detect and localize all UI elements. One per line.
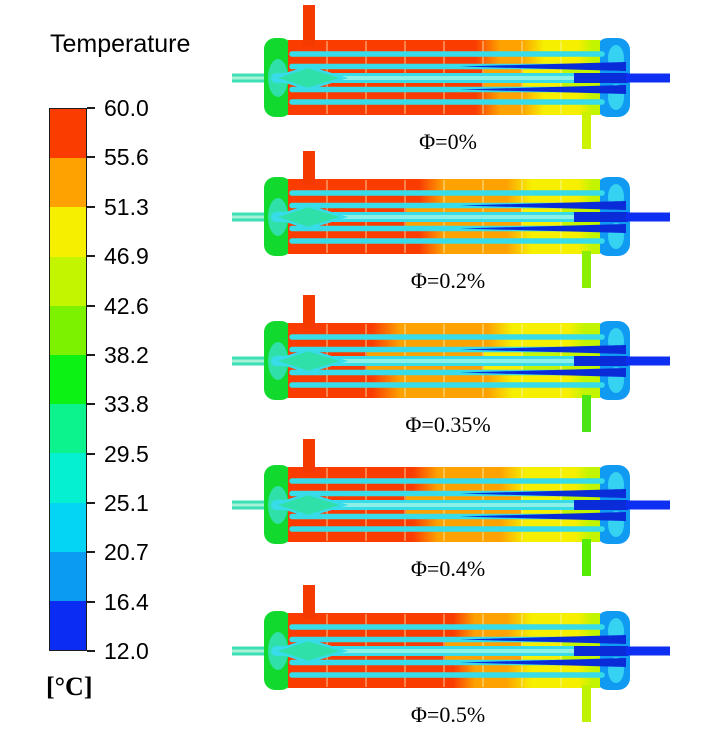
colorbar-segment xyxy=(50,404,86,454)
colorbar-tick-label: 51.3 xyxy=(104,193,149,220)
colorbar-tick xyxy=(87,205,95,208)
cold-return-wedge xyxy=(460,345,626,354)
colorbar-tick-label: 60.0 xyxy=(104,95,149,121)
phi-label: Φ=0.5% xyxy=(411,702,485,727)
colorbar-segment xyxy=(50,207,86,257)
shell-inlet-pipe xyxy=(303,151,315,185)
inlet-cone xyxy=(269,65,349,91)
shell-inlet-pipe xyxy=(303,295,315,329)
colorbar-segment xyxy=(50,453,86,503)
heat-exchanger-panel: Φ=0.2% xyxy=(232,151,670,293)
cold-channel xyxy=(574,356,628,366)
cold-return-wedge xyxy=(460,85,626,94)
heat-exchanger-panel: Φ=0.35% xyxy=(232,295,670,437)
colorbar-tick xyxy=(87,156,95,159)
inlet-cone xyxy=(269,492,349,518)
phi-label: Φ=0.35% xyxy=(405,412,490,437)
inlet-cone xyxy=(269,638,349,664)
colorbar-segment xyxy=(50,502,86,552)
tube-outlet-pipe-core xyxy=(232,76,272,80)
colorbar-segment xyxy=(50,256,86,306)
colorbar-tick xyxy=(87,452,95,455)
temperature-units-label: [°C] xyxy=(46,672,93,701)
colorbar-tick-label: 42.6 xyxy=(104,292,149,319)
shell-inlet-pipe xyxy=(303,585,315,619)
cold-channel xyxy=(574,73,628,83)
colorbar-segment xyxy=(50,305,86,355)
shell-outlet-pipe xyxy=(582,251,591,288)
colorbar-segment xyxy=(50,354,86,405)
heat-exchanger-panel: Φ=0% xyxy=(232,5,670,154)
colorbar-tick xyxy=(87,600,95,603)
cold-channel xyxy=(574,500,628,510)
temperature-colorbar xyxy=(49,108,87,651)
colorbar-tick-label: 25.1 xyxy=(104,489,149,516)
inlet-cone xyxy=(269,348,349,374)
cold-return-wedge xyxy=(460,201,626,210)
legend-title: Temperature xyxy=(50,30,191,58)
colorbar-tick-label: 29.5 xyxy=(104,440,149,467)
cold-return-wedge xyxy=(460,224,626,233)
shell-inlet-pipe xyxy=(303,439,315,473)
phi-label: Φ=0.2% xyxy=(411,268,485,293)
colorbar-tick xyxy=(87,501,95,504)
colorbar-tick-label: 38.2 xyxy=(104,341,149,368)
colorbar-segment xyxy=(50,600,86,651)
tube-outlet-pipe-core xyxy=(232,649,272,653)
heat-exchanger-panel: Φ=0.4% xyxy=(232,439,670,581)
tube-inlet-pipe xyxy=(626,500,670,510)
cold-return-wedge xyxy=(460,635,626,644)
cold-channel xyxy=(574,646,628,656)
colorbar-tick-label: 20.7 xyxy=(104,539,149,566)
shell-outlet-pipe xyxy=(582,539,591,576)
colorbar-tick xyxy=(87,551,95,554)
colorbar-tick xyxy=(87,304,95,307)
colorbar-tick xyxy=(87,353,95,356)
phi-label: Φ=0% xyxy=(419,129,477,154)
shell-outlet-pipe xyxy=(582,112,591,149)
colorbar-tick-label: 33.8 xyxy=(104,391,149,418)
heat-exchanger-panel: Φ=0.5% xyxy=(232,585,670,727)
tube-inlet-pipe xyxy=(626,212,670,222)
cold-channel xyxy=(574,212,628,222)
cold-return-wedge xyxy=(460,489,626,498)
colorbar-tick-label: 55.6 xyxy=(104,144,149,171)
colorbar-tick-label: 16.4 xyxy=(104,588,149,615)
colorbar-segment xyxy=(50,551,86,601)
tube-inlet-pipe xyxy=(626,646,670,656)
tube-outlet-pipe-core xyxy=(232,215,272,219)
colorbar-tick xyxy=(87,403,95,406)
tube-inlet-pipe xyxy=(626,356,670,366)
inlet-cone xyxy=(269,204,349,230)
tube-outlet-pipe-core xyxy=(232,503,272,507)
shell-inlet-pipe xyxy=(303,5,315,46)
cold-return-wedge xyxy=(460,368,626,377)
cold-return-wedge xyxy=(460,512,626,521)
colorbar-tick xyxy=(87,650,95,652)
contour-panels-container: Φ=0% Φ=0.2% xyxy=(230,0,705,746)
colorbar-tick-label: 12.0 xyxy=(104,638,149,664)
shell-outlet-pipe xyxy=(582,395,591,432)
tube-inlet-pipe xyxy=(626,73,670,83)
phi-label: Φ=0.4% xyxy=(411,556,485,581)
cold-return-wedge xyxy=(460,62,626,71)
colorbar-segment xyxy=(50,158,86,208)
colorbar-tick xyxy=(87,107,95,109)
shell-outlet-pipe xyxy=(582,685,591,722)
colorbar-segment xyxy=(50,109,86,159)
colorbar-tick-label: 46.9 xyxy=(104,243,149,270)
cold-return-wedge xyxy=(460,658,626,667)
tube-outlet-pipe-core xyxy=(232,359,272,363)
colorbar-tick xyxy=(87,255,95,258)
